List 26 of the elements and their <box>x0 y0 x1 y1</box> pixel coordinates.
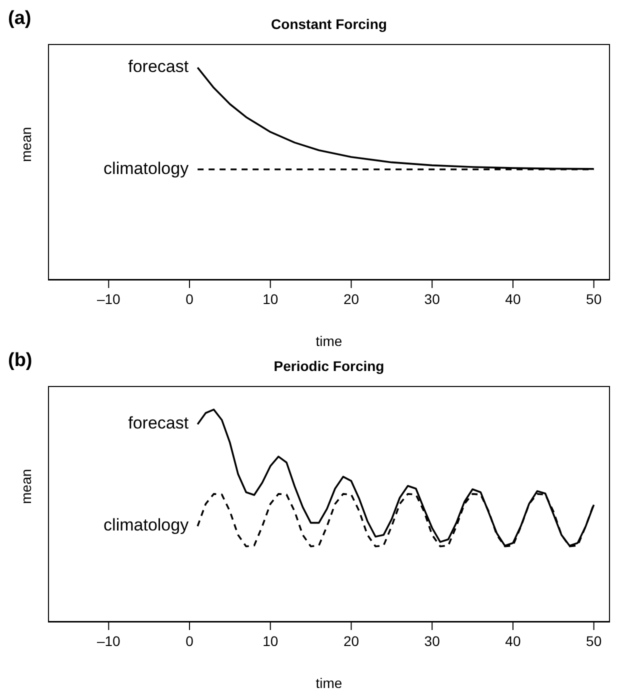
x-tick-label: 40 <box>505 632 521 649</box>
y-axis-title: mean <box>18 468 34 504</box>
x-tick-label: 50 <box>586 632 602 649</box>
chart-title: Constant Forcing <box>270 16 388 32</box>
series-label: forecast <box>128 414 189 433</box>
x-tick-label: 40 <box>505 290 521 307</box>
x-tick-label: –10 <box>96 290 121 307</box>
series-label: climatology <box>104 516 190 535</box>
x-tick-label: 30 <box>424 290 440 307</box>
x-tick-label: 10 <box>262 290 278 307</box>
x-tick-label: 30 <box>424 632 440 649</box>
text: (b) <box>8 350 32 372</box>
series-label: climatology <box>104 158 190 178</box>
series-label: forecast <box>128 57 189 76</box>
text: (a) <box>8 8 32 30</box>
x-tick-label: 0 <box>186 290 194 307</box>
x-tick-label: 10 <box>262 632 278 649</box>
chart-title: Periodic Forcing <box>272 358 386 374</box>
x-tick-label: 20 <box>343 632 360 649</box>
x-tick-label: 20 <box>343 290 360 307</box>
x-axis-title: time <box>316 675 342 691</box>
x-tick-label: 50 <box>586 290 602 307</box>
y-axis-title: mean <box>18 126 34 162</box>
x-tick-label: 0 <box>186 632 194 649</box>
x-axis-title: time <box>316 333 342 349</box>
x-tick-label: –10 <box>96 632 121 649</box>
